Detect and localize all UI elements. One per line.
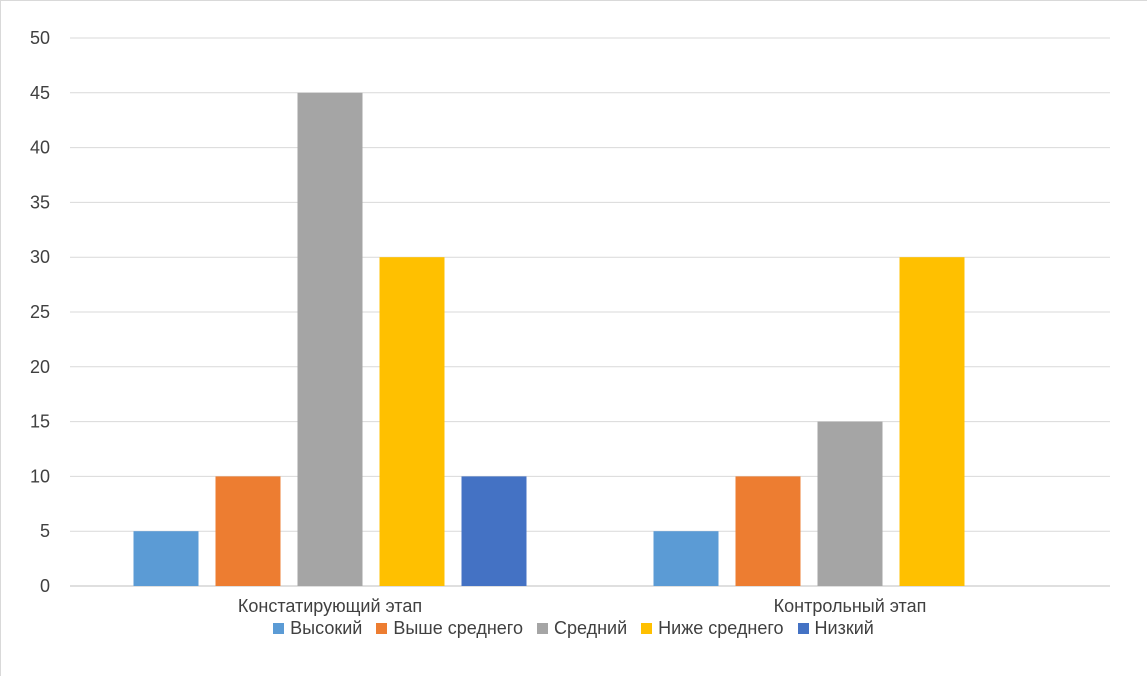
legend-item: Низкий <box>797 618 874 639</box>
legend-swatch <box>641 623 653 634</box>
legend-label: Выше среднего <box>393 618 523 638</box>
legend-swatch <box>273 623 285 634</box>
bar <box>899 257 965 586</box>
legend-label: Средний <box>553 618 628 638</box>
bar <box>461 476 527 586</box>
legend: Высокий Выше среднего Средний Ниже среднего… <box>0 618 1147 639</box>
x-axis-labels: Констатирующий этап Контрольный этап <box>238 596 926 616</box>
legend-swatch <box>376 623 388 634</box>
y-tick-label: 50 <box>30 28 50 48</box>
y-tick-label: 25 <box>30 302 50 322</box>
legend-label: Ниже среднего <box>658 618 784 638</box>
bar <box>215 476 281 586</box>
y-tick-label: 45 <box>30 83 50 103</box>
legend-item: Ниже среднего <box>641 618 784 639</box>
y-tick-label: 30 <box>30 247 50 267</box>
y-tick-label: 0 <box>40 576 50 596</box>
legend-item: Средний <box>536 618 628 639</box>
y-tick-label: 15 <box>30 412 50 432</box>
y-tick-label: 40 <box>30 138 50 158</box>
legend-item: Выше среднего <box>376 618 523 639</box>
legend-label: Высокий <box>290 618 363 638</box>
bars <box>133 92 965 587</box>
bar <box>653 531 719 586</box>
legend-swatch <box>536 623 548 634</box>
legend-swatch <box>797 623 809 634</box>
y-tick-label: 5 <box>40 521 50 541</box>
bar <box>133 531 199 586</box>
y-tick-label: 35 <box>30 192 50 212</box>
x-category-label: Констатирующий этап <box>238 596 422 616</box>
x-category-label: Контрольный этап <box>774 596 927 616</box>
y-tick-label: 10 <box>30 466 50 486</box>
y-axis-ticks: 0 5 10 15 20 25 30 35 40 45 50 <box>30 28 50 596</box>
legend-item: Высокий <box>273 618 362 639</box>
bar <box>817 421 883 586</box>
bar <box>379 257 445 586</box>
bar <box>735 476 801 586</box>
y-tick-label: 20 <box>30 357 50 377</box>
bar <box>297 92 363 587</box>
legend-label: Низкий <box>814 618 874 638</box>
